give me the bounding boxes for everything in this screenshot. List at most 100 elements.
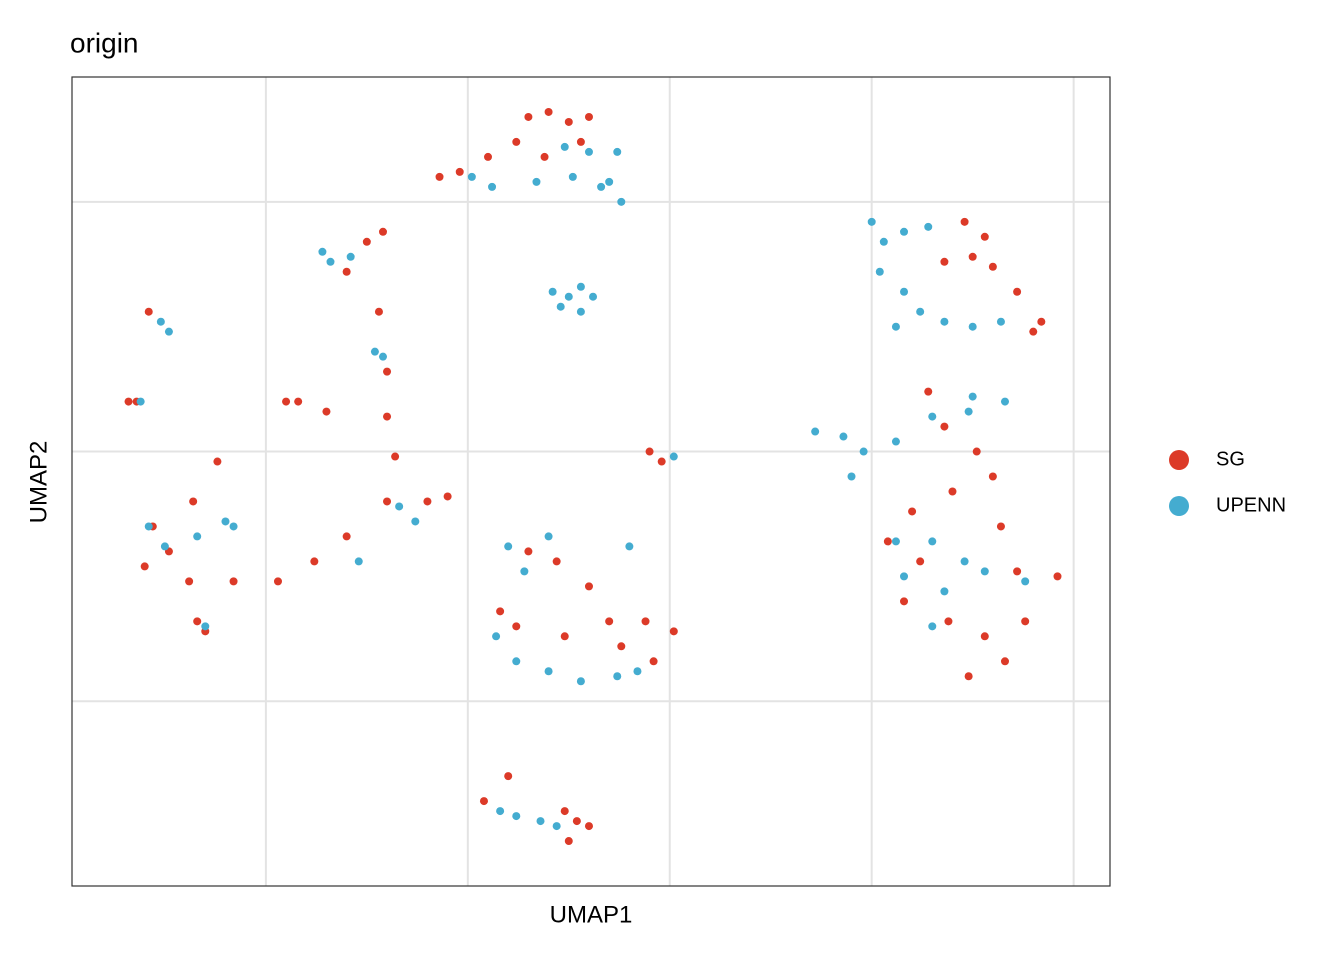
point: [968, 252, 977, 261]
point: [928, 537, 937, 546]
point: [322, 407, 331, 416]
point: [891, 537, 900, 546]
point: [552, 822, 561, 831]
point: [564, 837, 573, 846]
point: [144, 522, 153, 531]
point: [605, 177, 614, 186]
point: [847, 472, 856, 481]
point: [201, 622, 210, 631]
point: [576, 307, 585, 316]
point: [859, 447, 868, 456]
point: [839, 432, 848, 441]
y-axis-label: UMAP2: [25, 441, 52, 524]
point: [996, 522, 1005, 531]
point: [597, 182, 606, 191]
point: [185, 577, 194, 586]
point: [564, 292, 573, 301]
point: [972, 447, 981, 456]
point: [928, 622, 937, 631]
point: [879, 237, 888, 246]
point: [342, 532, 351, 541]
point: [576, 282, 585, 291]
point: [560, 142, 569, 151]
point: [916, 307, 925, 316]
point: [900, 572, 909, 581]
point: [496, 807, 505, 816]
point: [229, 522, 238, 531]
point: [968, 322, 977, 331]
point: [524, 112, 533, 121]
point: [556, 302, 565, 311]
point: [164, 327, 173, 336]
point: [144, 307, 153, 316]
point: [229, 577, 238, 586]
legend-label: SG: [1216, 448, 1245, 470]
point: [560, 807, 569, 816]
point: [867, 217, 876, 226]
point: [193, 532, 202, 541]
point: [916, 557, 925, 566]
point: [455, 167, 464, 176]
point: [395, 502, 404, 511]
point: [294, 397, 303, 406]
point: [940, 422, 949, 431]
point: [383, 412, 392, 421]
point: [584, 822, 593, 831]
point: [512, 812, 521, 821]
point: [213, 457, 222, 466]
point: [512, 622, 521, 631]
point: [1037, 317, 1046, 326]
point: [900, 287, 909, 296]
point: [568, 172, 577, 181]
point: [1029, 327, 1038, 336]
point: [944, 617, 953, 626]
point: [633, 667, 642, 676]
point: [479, 797, 488, 806]
point: [940, 257, 949, 266]
point: [576, 137, 585, 146]
point: [811, 427, 820, 436]
point: [423, 497, 432, 506]
point: [641, 617, 650, 626]
point: [964, 672, 973, 681]
point: [273, 577, 282, 586]
point: [1000, 397, 1009, 406]
point: [536, 817, 545, 826]
point: [940, 317, 949, 326]
point: [605, 617, 614, 626]
point: [282, 397, 291, 406]
point: [960, 557, 969, 566]
point: [645, 447, 654, 456]
point: [928, 412, 937, 421]
point: [221, 517, 230, 526]
point: [326, 257, 335, 266]
point: [1000, 657, 1009, 666]
point: [613, 147, 622, 156]
point: [891, 322, 900, 331]
point: [552, 557, 561, 566]
point: [383, 367, 392, 376]
point: [572, 817, 581, 826]
point: [520, 567, 529, 576]
point: [560, 632, 569, 641]
point: [589, 292, 598, 301]
point: [124, 397, 133, 406]
point: [540, 152, 549, 161]
point: [544, 532, 553, 541]
point: [875, 267, 884, 276]
point: [891, 437, 900, 446]
point: [1013, 287, 1022, 296]
point: [512, 137, 521, 146]
point: [948, 487, 957, 496]
point: [193, 617, 202, 626]
point: [657, 457, 666, 466]
point: [980, 567, 989, 576]
point: [160, 542, 169, 551]
point: [136, 397, 145, 406]
point: [980, 232, 989, 241]
point: [370, 347, 379, 356]
point: [1021, 577, 1030, 586]
point: [544, 667, 553, 676]
point: [411, 517, 420, 526]
